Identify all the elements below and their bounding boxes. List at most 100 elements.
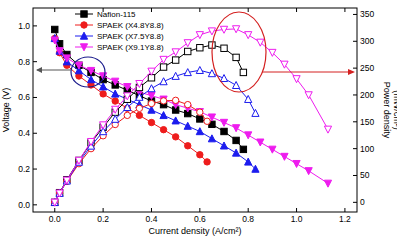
data-point [51, 37, 58, 44]
data-point [124, 112, 130, 118]
data-point [51, 199, 58, 206]
data-point [75, 157, 82, 164]
data-point [252, 109, 259, 116]
data-point [245, 32, 252, 39]
data-point [269, 49, 276, 56]
data-point [240, 69, 246, 75]
y-tick-label: 0.4 [18, 128, 30, 138]
series-line [55, 29, 244, 149]
x-tick-label: 0.4 [146, 214, 158, 224]
x-tick-label: 0.2 [97, 214, 109, 224]
data-point [293, 160, 300, 167]
data-point [220, 75, 227, 82]
data-point [240, 146, 246, 152]
data-point [52, 199, 58, 205]
legend-label: SPAEK (X9.1Y8.8) [97, 43, 164, 52]
data-point [63, 55, 70, 62]
x-tick [248, 208, 249, 212]
data-point [160, 56, 167, 63]
x-tick-top [296, 8, 297, 12]
data-point [112, 90, 119, 97]
data-point [63, 177, 70, 184]
data-point [172, 134, 178, 140]
y-tick-label: 0.2 [18, 164, 30, 174]
annotation-arrowhead [348, 69, 355, 75]
plot-frame [33, 8, 357, 212]
data-point [257, 39, 264, 46]
data-point [305, 168, 312, 175]
x-tick-top [248, 8, 249, 12]
data-point [160, 78, 167, 85]
series-line [55, 40, 328, 183]
data-point [197, 152, 203, 158]
y2-tick-label: 50 [360, 170, 370, 180]
data-point [112, 106, 119, 113]
y-tick [33, 61, 37, 62]
data-point [208, 135, 215, 142]
data-point [233, 137, 239, 143]
data-point [160, 64, 166, 70]
annotation-ellipse [71, 57, 105, 87]
y2-tick-label: 200 [360, 90, 374, 100]
data-point [56, 48, 63, 55]
data-point [52, 26, 58, 32]
x-tick [344, 208, 345, 212]
data-point [148, 119, 154, 125]
x-tick-top [54, 8, 55, 12]
x-tick [54, 208, 55, 212]
data-point [63, 177, 70, 184]
x-tick-top [344, 8, 345, 12]
x-tick [103, 208, 104, 212]
y-tick-label: 0.8 [18, 57, 30, 67]
data-point [197, 45, 203, 51]
data-point [281, 61, 288, 68]
x-tick-label: 1.0 [291, 214, 303, 224]
x-tick-top [199, 8, 200, 12]
y2-axis-label: (mW/cm²) [392, 90, 397, 129]
y2-tick [353, 175, 357, 176]
data-point [185, 101, 191, 107]
legend: Nafion-115SPAEK (X4.8Y8.8)SPAEK (X7.5Y8.… [75, 10, 164, 52]
x-tick-top [151, 8, 152, 12]
data-point [221, 45, 227, 51]
y2-tick [353, 202, 357, 203]
data-point [148, 92, 155, 99]
data-point [124, 104, 131, 111]
x-tick [151, 208, 152, 212]
legend-label: Nafion-115 [97, 10, 136, 19]
annotation-arrow [37, 70, 71, 71]
series-line [55, 45, 244, 202]
y2-tick [353, 94, 357, 95]
legend-marker [81, 22, 87, 28]
data-point [172, 72, 179, 79]
legend-label: SPAEK (X4.8Y8.8) [97, 21, 164, 30]
x-axis-label: Current density (A/cm²) [148, 226, 241, 236]
data-point [56, 190, 62, 196]
data-point [148, 68, 155, 75]
legend-marker [80, 32, 87, 39]
data-point [324, 180, 331, 187]
y-axis-label: Voltage (V) [1, 88, 11, 133]
data-point [136, 80, 143, 87]
y2-tick [353, 148, 357, 149]
data-point [87, 138, 94, 145]
annotation-arrowhead [36, 67, 42, 73]
data-point [196, 128, 203, 135]
data-point [112, 78, 119, 85]
plot-area [51, 26, 331, 206]
data-point [233, 26, 240, 33]
series-line [55, 70, 256, 202]
data-point [172, 117, 179, 124]
series-line [55, 38, 207, 161]
y2-tick [353, 68, 357, 69]
y-tick [33, 97, 37, 98]
y2-tick-label: 150 [360, 117, 374, 127]
y-tick [33, 133, 37, 134]
data-point [136, 105, 142, 111]
y2-tick-label: 300 [360, 36, 374, 46]
y2-axis-label: Power density [382, 82, 392, 139]
y2-tick [353, 14, 357, 15]
data-point [245, 132, 252, 139]
data-point [124, 93, 131, 100]
x-tick-label: 0.8 [242, 214, 254, 224]
